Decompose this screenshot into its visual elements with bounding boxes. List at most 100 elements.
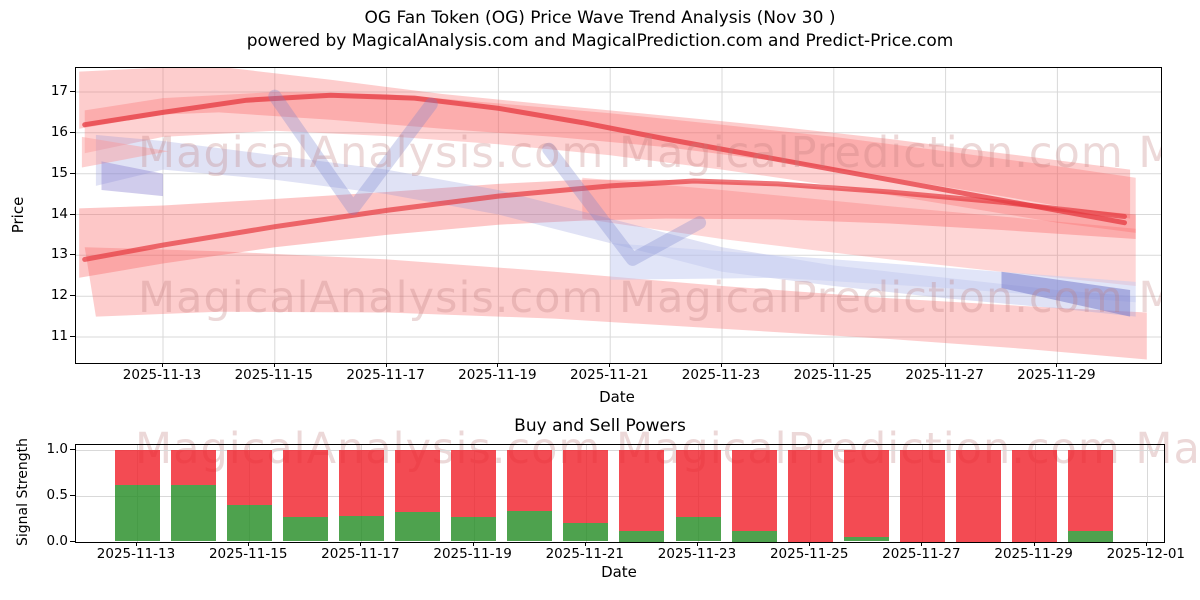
x-ticklabel: 2025-11-23	[657, 546, 737, 562]
x-tickmark	[921, 542, 923, 546]
x-ticklabel: 2025-11-21	[569, 367, 649, 383]
y-tickmark	[70, 172, 75, 174]
upper-forecast-band	[79, 68, 1131, 219]
x-tickmark	[162, 363, 163, 367]
x-ticklabel: 2025-11-23	[681, 367, 761, 383]
upper-median-line	[82, 92, 1127, 226]
sell-power-bar	[1068, 450, 1114, 531]
buy-power-bar	[451, 516, 497, 542]
x-tickmark	[944, 363, 946, 367]
chart-subtitle: powered by MagicalAnalysis.com and Magic…	[246, 31, 954, 51]
sell-power-bar	[451, 450, 497, 517]
x-tickmark	[1033, 542, 1035, 546]
buy-power-bar	[563, 523, 609, 542]
right-descending-band	[582, 177, 1136, 286]
y-ticklabel: 0.0	[46, 533, 68, 549]
sell-power-bar	[956, 450, 1001, 542]
y-tickmark	[70, 295, 75, 297]
buy-power-bar	[507, 511, 553, 542]
price-wave-plot: MagicalAnalysis.com MagicalPrediction.co…	[75, 67, 1162, 364]
buy-power-bar	[114, 484, 160, 542]
upper-forecast-band-2	[84, 92, 1136, 233]
x-tickmark	[832, 363, 834, 367]
left-pink-wedge	[81, 136, 169, 168]
power-chart-title: Buy and Sell Powers	[514, 416, 686, 436]
y-tickmark	[70, 131, 75, 133]
x-ticklabel: 2025-11-29	[1017, 367, 1096, 383]
y-ticklabel: 15	[50, 164, 68, 181]
blue-v-wave-1	[268, 89, 438, 215]
x-ticklabel: 2025-12-01	[1106, 546, 1186, 562]
sell-power-bar	[282, 450, 328, 517]
x-ticklabel: 2025-11-15	[234, 367, 314, 383]
y-ticklabel: 14	[50, 205, 68, 222]
y-ticklabel: 1.0	[46, 441, 68, 457]
v-gridline	[1146, 445, 1148, 542]
x-tickmark	[497, 363, 499, 367]
sell-power-bar	[170, 450, 216, 485]
x-tickmark	[360, 542, 362, 546]
x-tickmark	[584, 542, 586, 546]
sell-power-bar	[395, 450, 440, 513]
x-ticklabel: 2025-11-29	[994, 546, 1073, 562]
buy-power-bar	[170, 484, 216, 542]
buy-power-bar	[843, 536, 889, 542]
y-ticklabel: 16	[50, 123, 68, 140]
buy-power-bar	[1068, 530, 1114, 542]
x-ticklabel: 2025-11-27	[905, 367, 984, 383]
sell-power-bar	[843, 450, 889, 537]
buy-power-bar	[619, 530, 665, 542]
sell-power-bar	[114, 450, 160, 485]
sell-power-bar	[731, 450, 777, 531]
x-tickmark	[609, 363, 611, 367]
left-purple-patch	[101, 161, 163, 197]
power-date-axis-label: Date	[601, 563, 637, 581]
x-ticklabel: 2025-11-15	[208, 546, 288, 562]
sell-power-bar	[1012, 450, 1058, 542]
sell-power-bar	[675, 450, 721, 517]
x-tickmark	[809, 542, 811, 546]
y-tickmark	[70, 213, 75, 215]
sell-power-bar	[619, 450, 665, 531]
buy-power-bar	[282, 516, 328, 542]
x-tickmark	[385, 363, 387, 367]
chart-title: OG Fan Token (OG) Price Wave Trend Analy…	[364, 8, 836, 28]
x-ticklabel: 2025-11-19	[433, 546, 512, 562]
x-ticklabel: 2025-11-13	[96, 546, 176, 562]
x-tickmark	[472, 542, 474, 546]
x-tickmark	[1145, 542, 1147, 546]
y-tickmark	[70, 336, 75, 337]
x-ticklabel: 2025-11-19	[458, 367, 537, 383]
price-axis-label: Price	[9, 196, 27, 234]
x-ticklabel: 2025-11-25	[793, 367, 873, 383]
mid-rising-band	[79, 179, 1136, 278]
y-ticklabel: 13	[50, 246, 68, 263]
y-tickmark	[70, 449, 75, 450]
lower-median-line	[82, 178, 1127, 262]
sell-power-bar	[787, 450, 833, 542]
y-ticklabel: 17	[50, 83, 68, 99]
buy-power-bar	[395, 512, 440, 542]
buy-power-bar	[731, 530, 777, 542]
x-tickmark	[721, 363, 722, 367]
y-ticklabel: 0.5	[46, 487, 68, 503]
sell-power-bar	[899, 450, 945, 542]
x-ticklabel: 2025-11-13	[122, 367, 202, 383]
x-tickmark	[697, 542, 698, 546]
buy-power-bar	[226, 504, 272, 542]
buy-power-bar	[675, 516, 721, 542]
sell-power-bar	[507, 450, 553, 512]
price-date-axis-label: Date	[599, 388, 635, 406]
buy-power-bar	[338, 515, 384, 542]
sell-power-bar	[338, 450, 384, 516]
price-wave-svg	[76, 68, 1161, 363]
x-tickmark	[1056, 363, 1058, 367]
purple-right-band	[1001, 271, 1131, 317]
sell-power-bar	[563, 450, 609, 524]
power-bars-plot	[75, 444, 1165, 543]
y-ticklabel: 12	[50, 287, 68, 304]
lower-wide-band	[84, 247, 1147, 360]
blue-v-wave-2	[542, 142, 707, 266]
y-ticklabel: 11	[50, 328, 68, 344]
